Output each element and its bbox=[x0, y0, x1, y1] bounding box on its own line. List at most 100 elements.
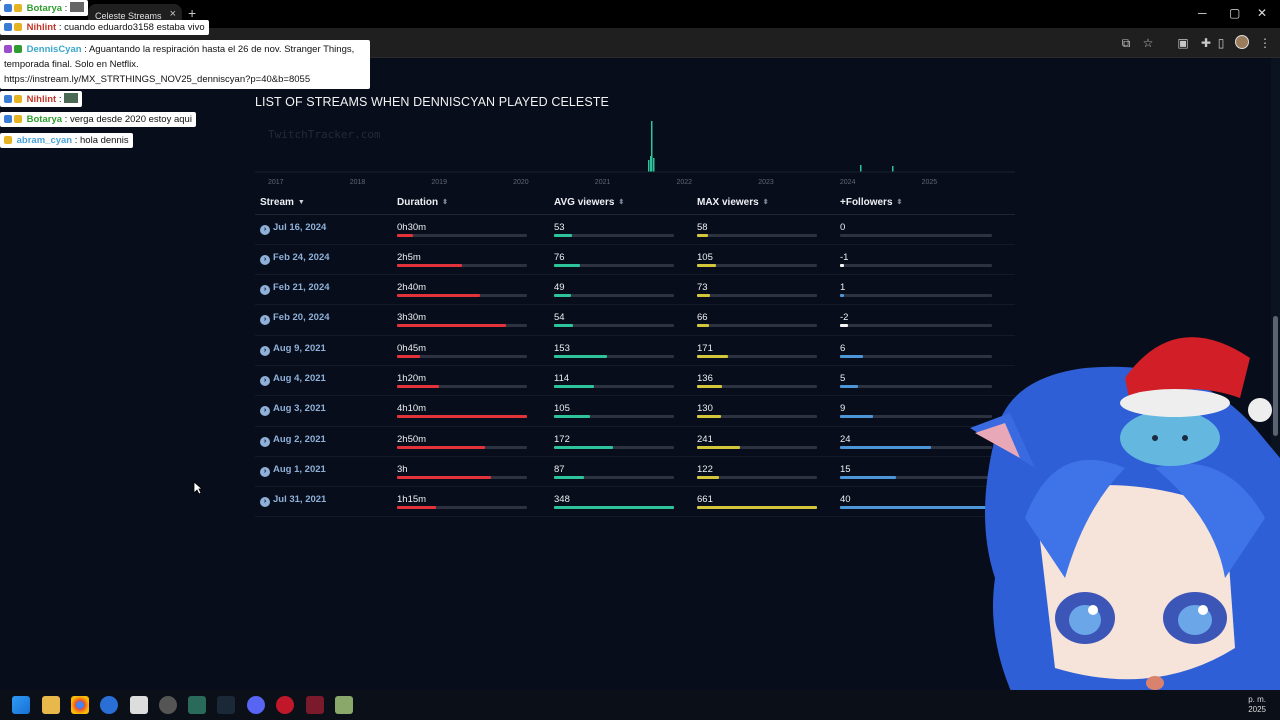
bookmark-star-icon[interactable]: ☆ bbox=[1142, 36, 1154, 50]
followers-cell-bar bbox=[840, 475, 992, 479]
avg-viewers-cell: 105 bbox=[549, 395, 692, 427]
sort-desc-icon[interactable]: ▼ bbox=[297, 199, 305, 207]
stream-link[interactable]: › Aug 3, 2021 bbox=[260, 403, 326, 417]
max-viewers-cell-value: 241 bbox=[697, 433, 713, 445]
new-tab-button[interactable]: + bbox=[188, 5, 197, 21]
stream-link[interactable]: › Jul 16, 2024 bbox=[260, 222, 326, 235]
sort-icon[interactable]: ⬍ bbox=[442, 199, 448, 207]
col-duration[interactable]: Duration ⬍ bbox=[392, 192, 549, 215]
app-icon[interactable] bbox=[188, 696, 206, 714]
followers-cell-bar bbox=[840, 384, 992, 388]
avg-viewers-cell-bar-fill bbox=[554, 354, 607, 358]
badge-icon bbox=[14, 115, 22, 123]
chrome-icon[interactable] bbox=[71, 696, 89, 714]
app-icon[interactable] bbox=[100, 696, 118, 714]
clock-time: p. m. bbox=[1248, 695, 1266, 704]
avg-viewers-cell-bar bbox=[554, 263, 674, 267]
chat-text: hola dennis bbox=[80, 135, 129, 146]
avg-viewers-cell-bar bbox=[554, 475, 674, 479]
duration-cell: 3h30m bbox=[392, 304, 549, 336]
start-icon[interactable] bbox=[12, 696, 30, 714]
chat-username: Botarya bbox=[26, 114, 63, 125]
sort-icon[interactable]: ⬍ bbox=[896, 199, 903, 207]
followers-cell: 6 bbox=[835, 335, 1015, 366]
duration-cell: 1h15m bbox=[392, 486, 549, 518]
duration-cell-value: 4h10m bbox=[397, 403, 427, 415]
followers-cell-bar bbox=[840, 263, 992, 267]
duration-cell-bar bbox=[397, 415, 527, 419]
max-viewers-cell: 122 bbox=[692, 456, 835, 488]
extensions-icon[interactable]: ✚ bbox=[1200, 36, 1212, 50]
duration-cell-bar bbox=[397, 324, 527, 328]
maximize-icon[interactable]: ▢ bbox=[1229, 6, 1241, 20]
avg-viewers-cell-bar-fill bbox=[554, 415, 590, 419]
followers-cell: 0 bbox=[835, 214, 1015, 245]
col-avg[interactable]: AVG viewers ⬍ bbox=[549, 192, 692, 215]
app-icon[interactable] bbox=[159, 696, 177, 714]
followers-cell: 15 bbox=[835, 456, 1015, 488]
stream-link[interactable]: › Aug 1, 2021 bbox=[260, 464, 326, 477]
system-clock: p. m. 2025 bbox=[1248, 695, 1266, 715]
duration-cell-bar bbox=[397, 475, 527, 479]
avg-viewers-cell-bar bbox=[554, 233, 674, 237]
stream-date: Aug 4, 2021 bbox=[273, 372, 326, 384]
avg-viewers-cell-bar bbox=[554, 415, 674, 419]
stream-cell: › Aug 1, 2021 bbox=[255, 456, 392, 488]
scrollbar-thumb[interactable] bbox=[1273, 316, 1278, 436]
avg-viewers-cell-value: 172 bbox=[554, 433, 570, 445]
page-scrollbar[interactable] bbox=[1271, 58, 1280, 690]
table-row: › Feb 21, 2024 2h40m 49 73 1 bbox=[255, 274, 1015, 306]
col-max[interactable]: MAX viewers ⬍ bbox=[692, 192, 835, 215]
clock-date: 2025 bbox=[1248, 705, 1266, 714]
avg-viewers-cell-bar bbox=[554, 294, 674, 298]
profile-avatar[interactable] bbox=[1235, 35, 1249, 49]
close-window-icon[interactable]: ✕ bbox=[1257, 6, 1268, 20]
app-icon[interactable] bbox=[306, 696, 324, 714]
stream-link[interactable]: › Aug 4, 2021 bbox=[260, 372, 326, 386]
stream-link[interactable]: › Jul 31, 2021 bbox=[260, 494, 326, 508]
stream-cell: › Feb 21, 2024 bbox=[255, 274, 392, 306]
discord-icon[interactable] bbox=[247, 696, 265, 714]
tab-search-icon[interactable]: ▣ bbox=[1177, 36, 1189, 50]
duration-cell-value: 1h20m bbox=[397, 372, 427, 384]
opera-icon[interactable] bbox=[276, 696, 294, 714]
app-icon[interactable] bbox=[130, 696, 148, 714]
col-stream[interactable]: Stream ▼ bbox=[255, 192, 392, 215]
col-duration-label: Duration bbox=[397, 197, 439, 209]
sort-icon[interactable]: ⬍ bbox=[618, 199, 625, 207]
timeline-year-label: 2018 bbox=[350, 179, 366, 186]
file-explorer-icon[interactable] bbox=[42, 696, 60, 714]
stream-link[interactable]: › Feb 20, 2024 bbox=[260, 312, 330, 326]
stream-date: Feb 21, 2024 bbox=[273, 282, 330, 294]
max-viewers-cell-bar-fill bbox=[697, 445, 741, 449]
followers-cell-bar-fill bbox=[840, 445, 932, 449]
avg-viewers-cell-bar-fill bbox=[554, 506, 674, 510]
steam-icon[interactable] bbox=[217, 696, 235, 714]
menu-icon[interactable]: ⋮ bbox=[1259, 36, 1271, 50]
chat-message: Nihlint : bbox=[0, 91, 83, 107]
duration-cell: 2h40m bbox=[392, 274, 549, 306]
tab-close-icon[interactable]: × bbox=[169, 8, 176, 20]
max-viewers-cell-value: 58 bbox=[697, 221, 708, 233]
stream-link[interactable]: › Aug 9, 2021 bbox=[260, 343, 326, 356]
chat-username: abram_cyan bbox=[16, 135, 73, 146]
followers-cell-value: 6 bbox=[840, 342, 846, 354]
stream-link[interactable]: › Feb 21, 2024 bbox=[260, 282, 330, 296]
stream-link[interactable]: › Feb 24, 2024 bbox=[260, 252, 330, 265]
col-followers[interactable]: +Followers ⬍ bbox=[835, 192, 1015, 215]
app-icon[interactable] bbox=[335, 696, 353, 714]
mouse-cursor-icon bbox=[193, 481, 203, 495]
followers-cell-value: -2 bbox=[840, 312, 849, 324]
chat-username: Botarya bbox=[26, 3, 63, 14]
stream-cell: › Aug 4, 2021 bbox=[255, 365, 392, 397]
max-viewers-cell-bar-fill bbox=[697, 475, 719, 479]
sidebar-icon[interactable]: ▯ bbox=[1217, 36, 1225, 50]
max-viewers-cell: 58 bbox=[692, 214, 835, 245]
stream-link[interactable]: › Aug 2, 2021 bbox=[260, 434, 326, 447]
sort-icon[interactable]: ⬍ bbox=[762, 199, 769, 207]
cast-icon[interactable]: ⧉ bbox=[1121, 36, 1131, 50]
timeline-bar bbox=[860, 165, 862, 172]
max-viewers-cell: 661 bbox=[692, 486, 835, 518]
avg-viewers-cell: 53 bbox=[549, 214, 692, 245]
minimize-icon[interactable]: ─ bbox=[1198, 6, 1207, 20]
